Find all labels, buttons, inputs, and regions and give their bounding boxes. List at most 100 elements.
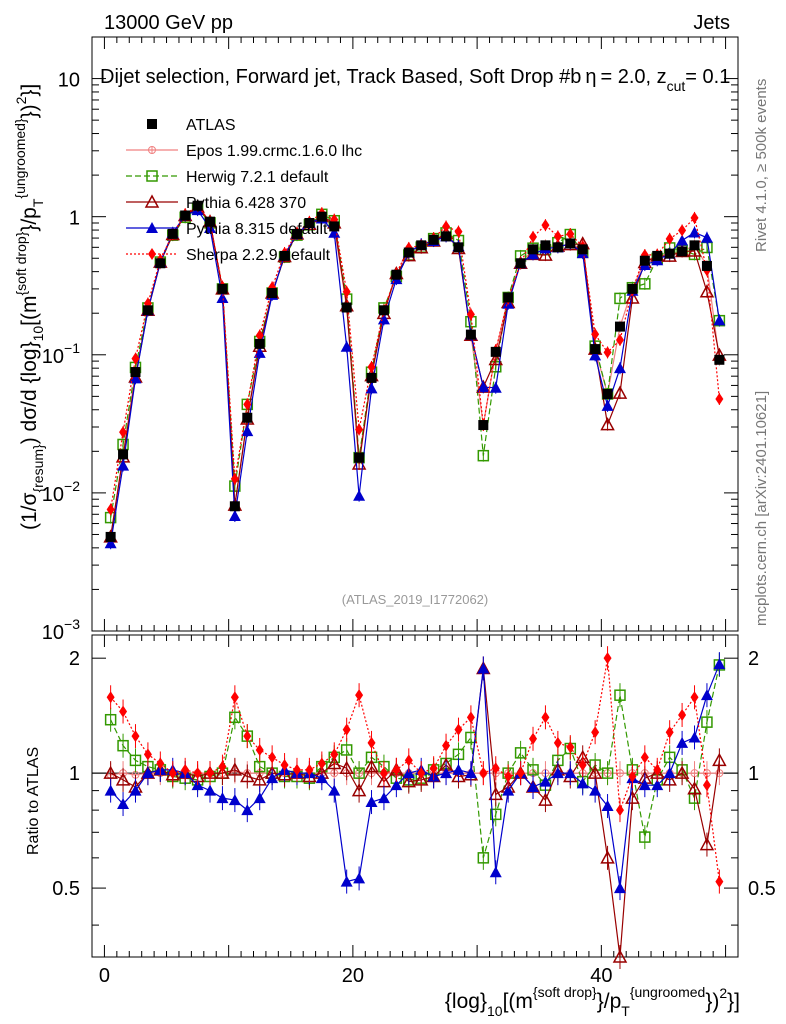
ratio-point-epos-1-99-crmc-1-6-0-lhc xyxy=(615,769,624,778)
ylabel-e-sup: 2 xyxy=(13,96,29,104)
point-atlas xyxy=(316,211,327,222)
y-tick-label: 10 xyxy=(58,70,80,92)
ratio-point-pythia-6-428-370 xyxy=(625,790,640,804)
point-sherpa-2-2-9-default xyxy=(442,220,451,233)
ratio-point-pythia-8-315-default xyxy=(390,779,403,791)
point-atlas xyxy=(142,305,153,316)
point-sherpa-2-2-9-default xyxy=(367,360,376,373)
ratio-point-sherpa-2-2-9-default xyxy=(292,763,301,776)
point-sherpa-2-2-9-default xyxy=(665,232,674,245)
point-atlas xyxy=(602,389,613,400)
point-atlas xyxy=(354,452,365,463)
point-atlas xyxy=(428,234,439,245)
point-atlas xyxy=(701,260,712,271)
plot-title-eta: η xyxy=(585,66,596,88)
ratio-point-pythia-8-315-default xyxy=(564,767,577,779)
plot-title: Dijet selection, Forward jet, Track Base… xyxy=(100,66,730,94)
ratio-point-sherpa-2-2-9-default xyxy=(491,762,500,775)
plot-title-zcut: = 0.1 xyxy=(685,66,730,88)
point-atlas xyxy=(639,255,650,266)
ratio-point-pythia-8-315-default xyxy=(464,767,477,779)
point-atlas xyxy=(378,305,389,316)
point-pythia-8-315-default xyxy=(489,381,502,393)
ratio-point-pythia-8-315-default xyxy=(228,794,241,806)
ratio-point-sherpa-2-2-9-default xyxy=(305,763,314,776)
ratio-point-sherpa-2-2-9-default xyxy=(317,757,326,770)
point-pythia-8-315-default xyxy=(117,459,130,471)
ratio-point-pythia-8-315-default xyxy=(141,767,154,779)
ratio-point-pythia-8-315-default xyxy=(216,792,229,804)
ratio-point-sherpa-2-2-9-default xyxy=(392,763,401,776)
legend-marker-pythia-8-315-default xyxy=(146,222,158,233)
point-pythia-8-315-default xyxy=(700,231,713,243)
ratio-point-pythia-8-315-default xyxy=(204,784,217,796)
ratio-point-herwig-7-2-1-default xyxy=(701,716,713,728)
ratio-point-sherpa-2-2-9-default xyxy=(715,875,724,888)
ratio-point-sherpa-2-2-9-default xyxy=(168,767,177,780)
ratio-point-sherpa-2-2-9-default xyxy=(628,770,637,783)
ratio-point-herwig-7-2-1-default xyxy=(340,744,353,756)
point-atlas xyxy=(465,329,476,340)
point-atlas xyxy=(490,346,501,357)
ratio-point-sherpa-2-2-9-default xyxy=(131,730,140,743)
ylabel-b-sub: 10 xyxy=(30,326,46,342)
xlabel-a-sub: 10 xyxy=(487,1003,503,1019)
ratio-point-sherpa-2-2-9-default xyxy=(578,759,587,772)
point-atlas xyxy=(515,258,526,269)
point-atlas xyxy=(291,228,302,239)
legend-label-epos-1-99-crmc-1-6-0-lhc: Epos 1.99.crmc.1.6.0 lhc xyxy=(186,143,362,160)
point-sherpa-2-2-9-default xyxy=(715,393,724,406)
ratio-point-sherpa-2-2-9-default xyxy=(466,711,475,724)
point-atlas xyxy=(652,250,663,261)
line-sherpa-2-2-9-default xyxy=(110,204,720,510)
point-pythia-6-428-370 xyxy=(600,417,615,431)
legend-label-herwig-7-2-1-default: Herwig 7.2.1 default xyxy=(186,169,329,186)
y-tick-label: 10−1 xyxy=(42,340,80,368)
point-sherpa-2-2-9-default xyxy=(541,219,550,232)
point-pythia-8-315-default xyxy=(713,314,726,326)
ratio-point-pythia-8-315-default xyxy=(551,767,564,779)
ratio-point-pythia-8-315-default xyxy=(266,772,279,784)
point-pythia-6-428-370 xyxy=(612,385,628,399)
plot-title-main: Dijet selection, Forward jet, Track Base… xyxy=(100,66,581,88)
point-sherpa-2-2-9-default xyxy=(230,472,239,485)
point-sherpa-2-2-9-default xyxy=(678,224,687,237)
point-sherpa-2-2-9-default xyxy=(243,398,252,411)
xlabel-b: [(m xyxy=(503,990,533,1013)
point-atlas xyxy=(329,221,340,232)
xlabel-c-sup: {ungroomed xyxy=(630,984,706,1000)
ylabel-a: (1/σ xyxy=(18,492,41,530)
ratio-point-sherpa-2-2-9-default xyxy=(181,763,190,776)
ratio-point-sherpa-2-2-9-default xyxy=(665,726,674,739)
point-pythia-8-315-default xyxy=(613,362,626,374)
point-pythia-8-315-default xyxy=(216,291,229,303)
ratio-point-sherpa-2-2-9-default xyxy=(591,726,600,739)
ratio-point-herwig-7-2-1-default xyxy=(477,852,490,864)
ratio-point-sherpa-2-2-9-default xyxy=(268,751,277,764)
point-atlas xyxy=(205,216,216,227)
point-atlas xyxy=(155,258,166,269)
ratio-y-tick-label-right: 1 xyxy=(748,763,759,785)
ratio-point-pythia-6-428-370 xyxy=(252,772,267,786)
point-atlas xyxy=(577,244,588,255)
legend-label-sherpa-2-2-9-default: Sherpa 2.2.9 default xyxy=(186,247,331,264)
ratio-point-pythia-6-428-370 xyxy=(488,786,504,801)
ratio-point-sherpa-2-2-9-default xyxy=(454,723,463,736)
ratio-point-herwig-7-2-1-default xyxy=(353,767,365,779)
ratio-point-pythia-8-315-default xyxy=(676,736,689,748)
ratio-point-pythia-6-428-370 xyxy=(364,759,379,773)
data-series xyxy=(103,199,727,550)
ratio-point-pythia-8-315-default xyxy=(440,767,453,779)
ratio-point-sherpa-2-2-9-default xyxy=(479,767,488,780)
point-atlas xyxy=(664,248,675,259)
ylabel-c-sup: {soft drop} xyxy=(13,231,29,295)
point-atlas xyxy=(304,218,315,229)
point-atlas xyxy=(254,338,265,349)
point-atlas xyxy=(391,269,402,280)
point-sherpa-2-2-9-default xyxy=(603,346,612,359)
ratio-point-pythia-8-315-default xyxy=(502,784,515,796)
ratio-point-sherpa-2-2-9-default xyxy=(255,743,264,756)
ratio-point-herwig-7-2-1-default xyxy=(514,747,527,759)
ratio-point-pythia-8-315-default xyxy=(601,800,614,812)
